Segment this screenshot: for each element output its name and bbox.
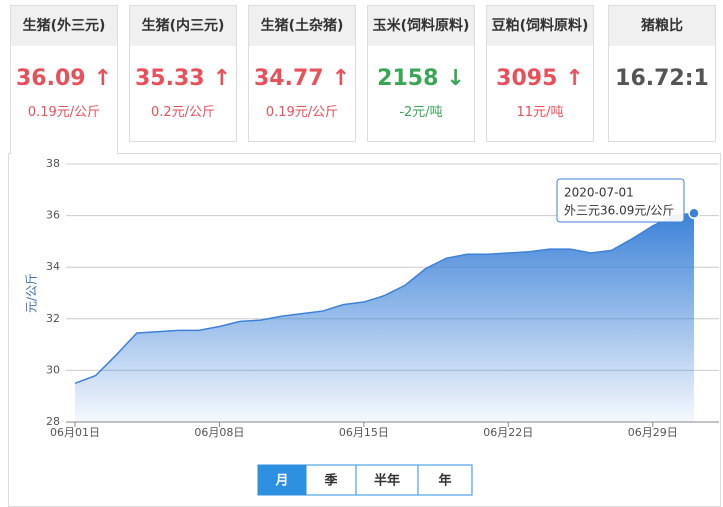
trend-arrow: ↑ [331, 66, 351, 91]
trend-arrow: ↑ [212, 66, 232, 91]
price-value: 36.09 [15, 66, 86, 91]
price-value: 34.77 [253, 66, 324, 91]
y-axis-label: 元/公斤 [25, 273, 39, 313]
x-tick-label: 06月15日 [339, 426, 389, 439]
card-change: 11元/吨 [516, 105, 564, 120]
price-card: 猪粮比 16.72:1 [608, 5, 716, 142]
card-price: 36.09 ↑ [11, 66, 117, 91]
area [75, 213, 694, 422]
period-tab-label[interactable]: 年 [438, 473, 451, 489]
card-title: 生猪(外三元) [11, 6, 117, 46]
period-tab-label[interactable]: 季 [323, 473, 337, 489]
trend-arrow: ↓ [446, 66, 465, 91]
tooltip-date: 2020-07-01 [564, 186, 634, 200]
y-tick-label: 28 [46, 415, 60, 428]
price-value: 3095 [496, 66, 558, 91]
y-tick-label: 32 [46, 312, 60, 325]
x-tick-label: 06月01日 [50, 426, 100, 439]
x-tick-label: 06月22日 [483, 426, 533, 439]
y-tick-label: 34 [46, 260, 60, 273]
card-change: 0.19元/公斤 [27, 105, 101, 120]
card-title: 玉米(饲料原料) [368, 6, 474, 46]
period-tab[interactable] [257, 464, 307, 496]
card-title: 生猪(土杂猪) [249, 6, 355, 46]
y-tick-label: 38 [46, 157, 60, 170]
period-tab-label[interactable]: 半年 [374, 473, 400, 489]
card-price: 2158 ↓ [368, 66, 474, 91]
period-tab[interactable] [417, 464, 473, 496]
card-title: 生猪(内三元) [130, 6, 236, 46]
card-change: 0.2元/公斤 [150, 105, 216, 120]
x-tick-label: 06月08日 [194, 426, 244, 439]
card-price: 16.72:1 [609, 66, 715, 91]
highlight-point [688, 207, 700, 220]
card-title: 豆粕(饲料原料) [487, 6, 593, 46]
line [74, 212, 695, 385]
period-tab[interactable] [305, 464, 357, 496]
price-card: 豆粕(饲料原料) 3095 ↑ 11元/吨 [486, 5, 594, 142]
price-value: 35.33 [134, 66, 205, 91]
period-tab-label[interactable]: 月 [274, 474, 288, 489]
y-tick-label: 36 [46, 209, 60, 222]
card-title: 猪粮比 [609, 6, 715, 46]
price-card: 玉米(饲料原料) 2158 ↓ -2元/吨 [367, 5, 475, 142]
card-change: 0.19元/公斤 [265, 105, 339, 120]
tooltip-text: 外三元36.09元/公斤 [564, 204, 674, 218]
y-tick-label: 30 [46, 363, 60, 376]
x-tick-label: 06月29日 [628, 426, 678, 439]
card-price: 34.77 ↑ [249, 66, 355, 91]
tooltip [556, 178, 685, 223]
card-price: 3095 ↑ [487, 66, 593, 91]
trend-arrow: ↑ [93, 66, 113, 91]
price-card: 生猪(土杂猪) 34.77 ↑ 0.19元/公斤 [248, 5, 356, 142]
price-value: 16.72:1 [615, 66, 709, 91]
price-value: 2158 [377, 66, 439, 91]
card-price: 35.33 ↑ [130, 66, 236, 91]
period-tab[interactable] [355, 464, 419, 496]
card-change: -2元/吨 [399, 105, 443, 120]
trend-arrow: ↑ [565, 66, 584, 91]
price-card: 生猪(内三元) 35.33 ↑ 0.2元/公斤 [129, 5, 237, 142]
price-card: 生猪(外三元) 36.09 ↑ 0.19元/公斤 [10, 5, 118, 154]
